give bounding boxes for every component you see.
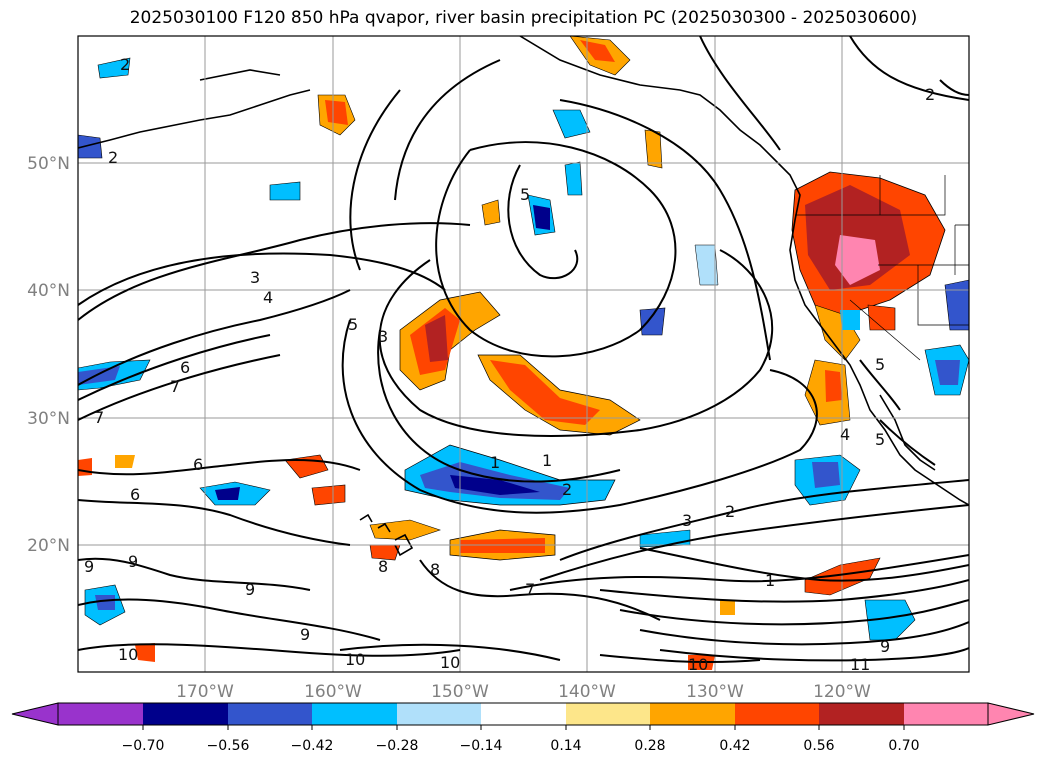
- chart-title: 2025030100 F120 850 hPa qvapor, river ba…: [129, 8, 918, 28]
- colorbar-tick-label: −0.56: [207, 738, 250, 754]
- colorbar-tick-label: −0.42: [291, 738, 334, 754]
- lat-label-40n: 40°N: [27, 281, 70, 301]
- contour-label: 9: [245, 580, 255, 599]
- contour-label: 3: [378, 327, 388, 346]
- colorbar-bin: [481, 703, 566, 725]
- contour-label: 1: [542, 451, 552, 470]
- contour-label: 10: [688, 655, 708, 674]
- lon-label-160w: 160°W: [304, 682, 362, 702]
- contour-label: 2: [925, 85, 935, 104]
- hawaiian-islands: [359, 513, 414, 557]
- colorbar-tick-label: −0.28: [376, 738, 419, 754]
- contour-label: 7: [170, 377, 180, 396]
- lon-label-120w: 120°W: [813, 682, 871, 702]
- colorbar-tick-label: 0.42: [719, 738, 750, 754]
- contour-label: 1: [765, 571, 775, 590]
- colorbar-max-extend: [987, 702, 1035, 726]
- colorbar-tick-label: 0.28: [634, 738, 665, 754]
- lon-label-130w: 130°W: [686, 682, 744, 702]
- lat-label-50n: 50°N: [27, 154, 70, 174]
- colorbar-bin: [650, 703, 735, 725]
- colorbar-tick-label: 0.70: [888, 738, 919, 754]
- colorbar-tick-marks: [142, 725, 905, 730]
- north-america-coast: [519, 36, 969, 506]
- contour-label: 5: [875, 355, 885, 374]
- lat-label-30n: 30°N: [27, 409, 70, 429]
- colorbar-tick-label: 0.14: [550, 738, 581, 754]
- colorbar-bin: [397, 703, 481, 725]
- colorbar-bin: [904, 703, 988, 725]
- colorbar-bin: [143, 703, 228, 725]
- negative-anomaly-fills: [78, 57, 969, 641]
- colorbar-frame: [57, 702, 989, 726]
- colorbar-bin: [58, 703, 143, 725]
- contour-label: 8: [430, 560, 440, 579]
- contour-label: 6: [130, 485, 140, 504]
- contour-label: 5: [520, 185, 530, 204]
- contour-label: 11: [850, 655, 870, 674]
- contour-label: 6: [193, 455, 203, 474]
- contour-label: 2: [120, 55, 130, 74]
- contour-label: 1: [490, 453, 500, 472]
- map-frame: [77, 35, 970, 673]
- contour-labels: 2 2 3 4 5 3 6 7 7 6 6 5 1 1 2 3 2 1 9 9 …: [84, 55, 935, 674]
- contour-label: 9: [300, 625, 310, 644]
- colorbar-bin: [735, 703, 819, 725]
- colorbar-tick-label: 0.56: [803, 738, 834, 754]
- contour-label: 2: [725, 502, 735, 521]
- state-borders: [795, 175, 969, 361]
- contour-label: 2: [562, 480, 572, 499]
- coastlines: [78, 36, 969, 557]
- contour-label: 7: [94, 408, 104, 427]
- contour-label: 6: [180, 358, 190, 377]
- contour-label: 10: [345, 650, 365, 669]
- contour-label: 3: [682, 511, 692, 530]
- contour-label: 8: [378, 557, 388, 576]
- colorbar-bin: [228, 703, 312, 725]
- lon-label-140w: 140°W: [558, 682, 616, 702]
- colorbar-tick-label: −0.14: [460, 738, 503, 754]
- contour-label: 2: [108, 148, 118, 167]
- contour-label: 10: [118, 645, 138, 664]
- qvapor-contours: [78, 36, 969, 664]
- aleutian-islands: [78, 89, 311, 149]
- contour-label: 7: [525, 580, 535, 599]
- map-area: 2 2 3 4 5 3 6 7 7 6 6 5 1 1 2 3 2 1 9 9 …: [78, 36, 969, 674]
- colorbar: −0.70 −0.56 −0.42 −0.28 −0.14 0.14 0.28 …: [11, 702, 1035, 754]
- contour-label: 3: [250, 268, 260, 287]
- contour-label: 5: [875, 430, 885, 449]
- contour-label: 9: [84, 557, 94, 576]
- contour-label: 9: [880, 637, 890, 656]
- lon-label-150w: 150°W: [431, 682, 489, 702]
- colorbar-bin: [819, 703, 904, 725]
- contour-label: 10: [440, 653, 460, 672]
- contour-label: 5: [348, 315, 358, 334]
- lat-label-20n: 20°N: [27, 536, 70, 556]
- colorbar-tick-label: −0.70: [122, 738, 165, 754]
- colorbar-min-extend: [11, 702, 59, 726]
- latitude-labels: 50°N 40°N 30°N 20°N: [27, 154, 70, 556]
- colorbar-bin: [312, 703, 397, 725]
- longitude-labels: 170°W 160°W 150°W 140°W 130°W 120°W: [176, 682, 871, 702]
- lon-label-170w: 170°W: [176, 682, 234, 702]
- contour-label: 4: [840, 425, 850, 444]
- baja-california: [879, 394, 936, 471]
- contour-label: 4: [263, 288, 273, 307]
- colorbar-bin: [566, 703, 650, 725]
- graticule: [78, 36, 969, 672]
- contour-label: 9: [128, 552, 138, 571]
